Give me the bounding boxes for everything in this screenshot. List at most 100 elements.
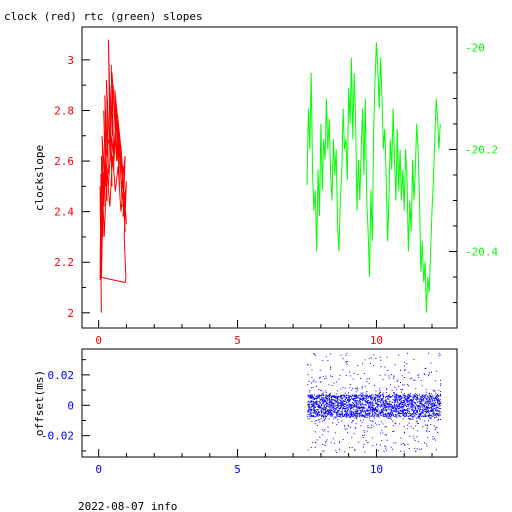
slope-y-axis-label: clockslope [33,145,46,211]
offset-point [349,410,351,412]
offset-point [384,413,386,415]
offset-point [413,412,415,414]
offset-point [336,412,338,413]
offset-point [397,408,399,410]
offset-point [338,441,340,443]
offset-point [318,411,319,413]
offset-point [376,399,378,401]
offset-point [440,402,442,404]
offset-point [431,410,433,411]
offset-point [372,413,374,415]
offset-point [364,416,365,418]
offset-point [399,398,401,400]
offset-point [334,411,336,413]
offset-point [366,408,368,410]
offset-point [361,398,363,399]
offset-point [355,411,357,413]
offset-point [353,405,355,407]
offset-point [440,383,442,385]
offset-point [345,354,347,356]
offset-point [310,364,312,366]
offset-point [322,444,324,445]
offset-point [327,408,329,410]
offset-point [435,397,437,399]
offset-point [332,411,334,412]
offset-point [384,374,386,376]
offset-point [408,397,410,398]
offset-point [321,420,323,422]
offset-point [356,407,358,409]
offset-point [387,417,389,419]
offset-point [390,396,392,397]
offset-point [341,405,343,407]
offset-point [380,405,382,407]
offset-point [396,397,398,399]
offset-point [326,410,328,412]
offset-point [376,410,378,412]
offset-point [404,395,406,397]
offset-point [386,450,388,452]
offset-point [388,407,390,409]
offset-point [372,415,374,417]
offset-point [438,355,440,357]
offset-point [377,411,379,413]
offset-point [314,354,316,356]
offset-point [381,440,383,442]
offset-point [411,415,413,417]
offset-point [400,400,402,402]
offset-point [347,408,349,410]
offset-point [349,401,350,403]
offset-point [341,397,343,399]
offset-point [342,394,344,396]
offset-point [353,398,355,400]
offset-point [404,444,405,446]
offset-point [428,400,430,402]
offset-point [393,415,395,417]
offset-point [346,399,348,401]
offset-point [408,395,410,397]
offset-point [440,414,441,416]
offset-point [379,405,381,407]
offset-point [312,395,313,397]
offset-point [364,400,366,402]
offset-point [314,402,316,404]
offset-point [419,416,420,418]
offset-point [425,397,427,399]
offset-point [364,431,366,433]
offset-point [367,414,369,416]
offset-point [346,404,348,406]
offset-point [428,402,430,404]
offset-point [315,401,317,403]
offset-point [408,411,410,412]
offset-point [352,398,354,399]
offset-point [403,365,405,367]
offset-point [358,401,360,403]
offset-point [314,410,316,412]
offset-point [371,410,373,412]
offset-point [354,415,356,417]
offset-point [344,428,346,430]
offset-point [354,410,356,412]
offset-point [423,405,425,407]
offset-point [314,431,316,433]
offset-point [341,412,343,414]
offset-point [372,403,374,405]
offset-point [389,401,391,402]
offset-point [379,396,381,398]
offset-point [338,407,340,409]
offset-point [424,402,426,404]
offset-point [436,411,438,412]
offset-point [431,397,433,399]
offset-point [346,413,347,415]
offset-point [390,446,392,448]
offset-point [374,422,376,424]
offset-point [382,409,384,411]
offset-point [361,407,363,409]
offset-point [354,414,356,416]
offset-point [359,404,361,406]
offset-point [363,415,365,417]
offset-point [430,405,432,407]
offset-point [322,393,323,395]
offset-point [399,369,401,371]
offset-point [350,415,352,417]
